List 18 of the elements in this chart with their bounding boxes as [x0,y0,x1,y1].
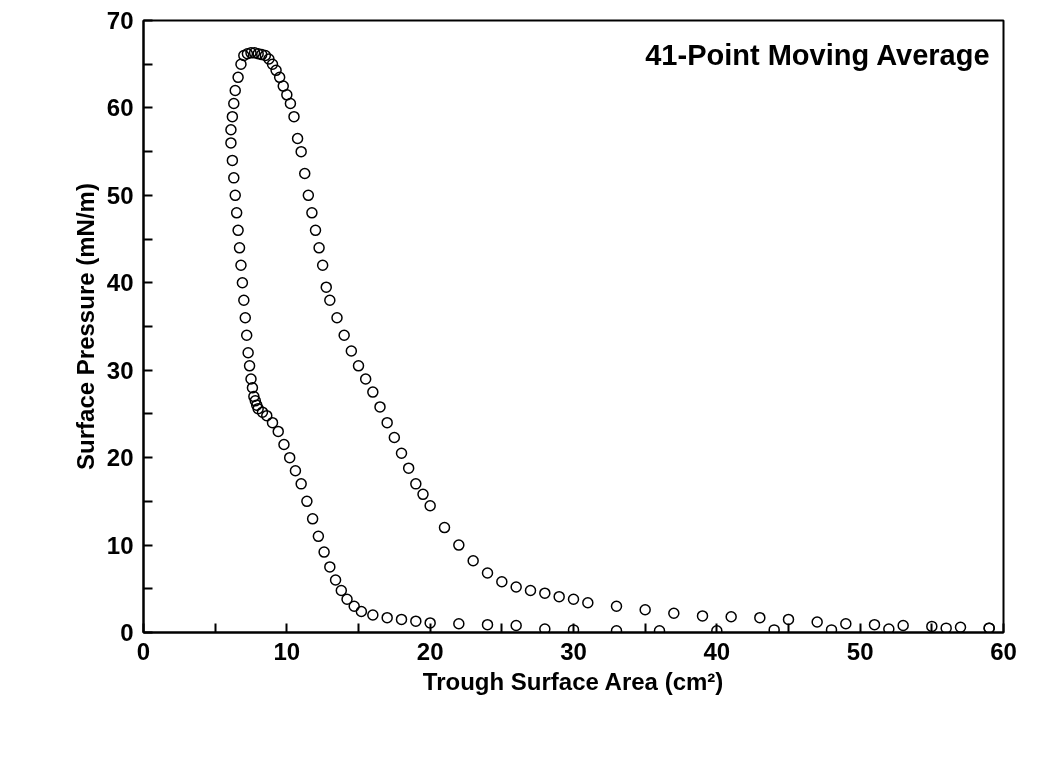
y-tick-label: 40 [106,269,134,297]
annotation: 41-Point Moving Average [645,38,990,71]
y-tick-label: 0 [120,619,134,646]
y-tick-label: 70 [106,7,134,34]
y-tick-label: 20 [106,444,134,472]
y-tick-label: 60 [106,94,134,122]
x-tick-label: 60 [990,637,1017,665]
y-tick-label: 30 [106,356,134,384]
x-tick-label: 50 [846,637,874,665]
x-axis-title: Trough Surface Area (cm²) [422,667,724,695]
x-tick-label: 30 [560,637,587,665]
y-tick-label: 50 [106,181,134,209]
x-tick-label: 20 [416,637,444,665]
x-tick-label: 0 [136,637,151,665]
y-axis-title: Surface Pressure (mN/m) [71,183,99,470]
x-tick-label: 40 [703,637,731,665]
y-tick-label: 10 [106,531,134,559]
x-tick-label: 10 [273,637,301,665]
